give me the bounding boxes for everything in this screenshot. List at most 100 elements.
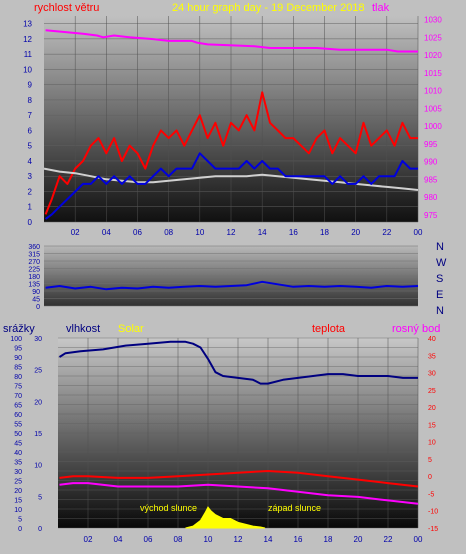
grid-layer	[44, 16, 419, 529]
wind-y-tick: 13	[23, 20, 32, 29]
dir-label-n-top: N	[436, 241, 444, 253]
humidity-y-tick: 20	[34, 399, 42, 406]
direction-y-tick: 45	[32, 297, 40, 304]
pressure-y-tick: 1025	[424, 33, 442, 42]
rain-y-tick: 30	[14, 469, 22, 476]
temperature-y-tick: 10	[428, 440, 436, 447]
dir-label-e: E	[436, 289, 443, 301]
lower-x-tick: 08	[174, 535, 183, 544]
rain-y-tick: 60	[14, 412, 22, 419]
direction-y-tick: 180	[28, 274, 40, 281]
dir-label-n-bottom: N	[436, 305, 444, 317]
wind-y-tick: 12	[23, 35, 32, 44]
lower-x-tick: 04	[114, 535, 123, 544]
wind-x-tick: 00	[414, 228, 423, 237]
humidity-y-tick: 5	[38, 494, 42, 501]
wind-y-tick: 4	[28, 157, 33, 166]
rain-y-tick: 90	[14, 355, 22, 362]
rain-y-tick: 70	[14, 393, 22, 400]
wind-speed-label: rychlost větru	[34, 2, 99, 14]
pressure-y-tick: 1010	[424, 87, 442, 96]
pressure-y-tick: 1020	[424, 51, 442, 60]
rain-legend: srážky	[3, 323, 35, 335]
rain-y-tick: 85	[14, 365, 22, 372]
rain-y-tick: 55	[14, 422, 22, 429]
rain-y-tick: 75	[14, 384, 22, 391]
lower-x-tick: 12	[234, 535, 243, 544]
wind-direction-line	[45, 280, 419, 291]
pressure-label: tlak	[372, 2, 390, 14]
direction-y-tick: 135	[28, 282, 40, 289]
series-layer	[43, 29, 419, 529]
rain-y-tick: 80	[14, 374, 22, 381]
axis-layer: 0123456789101112139759809859909951000100…	[10, 16, 442, 544]
wind-x-tick: 02	[71, 228, 80, 237]
direction-y-tick: 315	[28, 252, 40, 259]
solar-legend: Solar	[118, 323, 144, 335]
wind-y-tick: 3	[28, 172, 33, 181]
pressure-y-tick: 1000	[424, 122, 442, 131]
rain-y-tick: 20	[14, 488, 22, 495]
rain-y-tick: 0	[18, 526, 22, 533]
lower-x-tick: 18	[324, 535, 333, 544]
humidity-legend: vlhkost	[66, 323, 100, 335]
pressure-y-tick: 975	[424, 211, 438, 220]
temperature-y-tick: 30	[428, 371, 436, 378]
pressure-y-tick: 1005	[424, 104, 442, 113]
pressure-y-tick: 990	[424, 158, 438, 167]
temperature-y-tick: 15	[428, 422, 436, 429]
temperature-y-tick: -10	[428, 509, 438, 516]
humidity-line	[58, 340, 418, 385]
wind-x-tick: 14	[258, 228, 267, 237]
wind-y-tick: 2	[28, 187, 33, 196]
wind-x-tick: 16	[289, 228, 298, 237]
rain-y-tick: 95	[14, 346, 22, 353]
rain-y-tick: 10	[14, 507, 22, 514]
direction-y-tick: 0	[36, 304, 40, 311]
pressure-y-tick: 995	[424, 140, 438, 149]
dir-label-s: S	[436, 273, 443, 285]
temperature-legend: teplota	[312, 323, 346, 335]
wind-gust-line	[44, 91, 418, 215]
lower-x-tick: 10	[204, 535, 213, 544]
direction-y-tick: 360	[28, 244, 40, 251]
temperature-y-tick: 25	[428, 388, 436, 395]
wind-average-line	[45, 152, 418, 220]
wind-y-tick: 0	[28, 218, 33, 227]
rain-y-tick: 45	[14, 441, 22, 448]
wind-y-tick: 5	[28, 142, 33, 151]
rain-y-tick: 35	[14, 460, 22, 467]
temperature-y-tick: 40	[428, 336, 436, 343]
humidity-y-tick: 0	[38, 526, 42, 533]
lower-x-tick: 02	[84, 535, 93, 544]
wind-y-tick: 6	[28, 126, 33, 135]
solar-area	[185, 506, 266, 529]
rain-y-tick: 40	[14, 450, 22, 457]
wind-y-tick: 10	[23, 65, 32, 74]
wind-x-tick: 04	[102, 228, 111, 237]
lower-x-tick: 16	[294, 535, 303, 544]
pressure-y-tick: 980	[424, 193, 438, 202]
rain-y-tick: 100	[10, 336, 22, 343]
pressure-y-tick: 1015	[424, 69, 442, 78]
humidity-y-tick: 25	[34, 368, 42, 375]
sunset-annotation: západ slunce	[268, 503, 321, 513]
wind-y-tick: 7	[28, 111, 33, 120]
wind-x-tick: 10	[195, 228, 204, 237]
wind-x-tick: 06	[133, 228, 142, 237]
lower-x-tick: 20	[354, 535, 363, 544]
rain-y-tick: 15	[14, 498, 22, 505]
sunrise-annotation: východ slunce	[140, 503, 197, 513]
temperature-y-tick: 20	[428, 405, 436, 412]
wind-x-tick: 22	[382, 228, 391, 237]
pressure-line	[45, 29, 418, 53]
temperature-y-tick: 0	[428, 474, 432, 481]
rain-y-tick: 25	[14, 479, 22, 486]
wind-y-tick: 1	[28, 203, 33, 212]
chart-title: 24 hour graph day - 19 December 2018	[172, 2, 365, 14]
wind-x-tick: 12	[227, 228, 236, 237]
humidity-y-tick: 30	[34, 336, 42, 343]
wind-y-tick: 9	[28, 81, 33, 90]
